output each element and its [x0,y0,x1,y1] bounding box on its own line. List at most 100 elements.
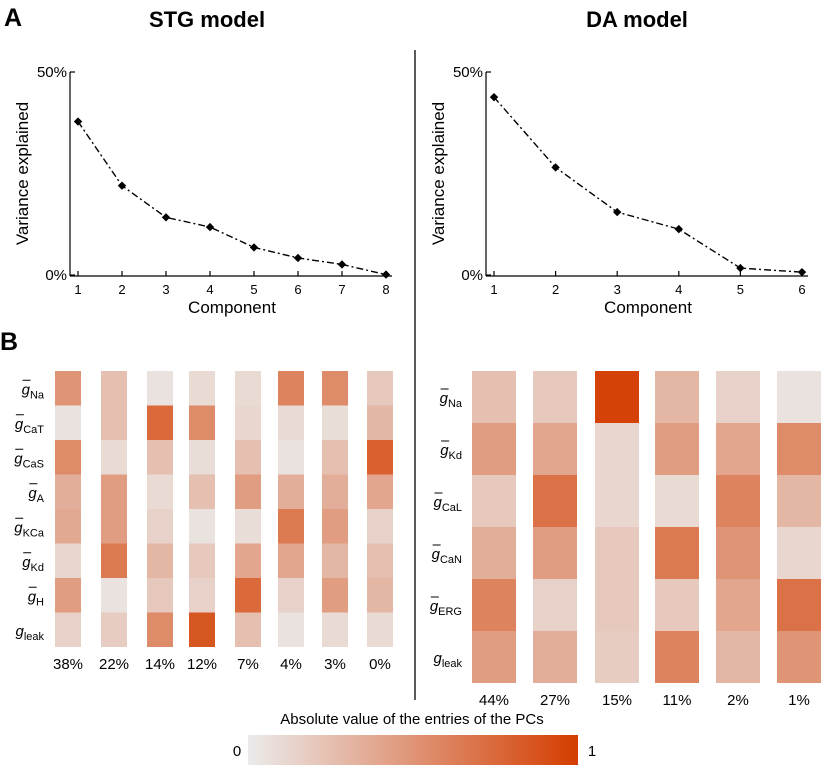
heatmap-cell [55,509,81,544]
colorbar-min-label: 0 [233,743,241,760]
heatmap-cell [147,543,173,578]
heatmap-cell [655,371,699,423]
stg-variance-chart: 50% 0% 1 2 3 4 5 6 7 8 Component Variance explained [13,64,392,317]
colorbar-max-label: 1 [588,743,596,760]
column-label: 3% [324,656,346,673]
heatmap-cell [367,612,393,647]
row-label: gA [28,485,44,505]
heatmap-cell [147,405,173,440]
x-tick-label: 3 [614,282,621,297]
heatmap-cell [655,423,699,475]
da-variance-chart: 50% 0% 1 2 3 4 5 6 Component Variance explained [429,64,808,317]
heatmap-cell [147,578,173,613]
heatmap-cell [472,631,516,683]
heatmap-cell [189,371,215,406]
heatmap-cell [595,475,639,527]
data-point [613,207,622,217]
heatmap-cell [189,509,215,544]
x-tick-label: 6 [798,282,805,297]
heatmap-cell [777,579,821,631]
heatmap-cell [55,474,81,509]
heatmap-cell [655,631,699,683]
column-label: 22% [99,656,129,673]
heatmap-cell [235,509,261,544]
heatmap-cell [595,423,639,475]
heatmap-cell [101,543,127,578]
x-tick-label: 8 [382,282,389,297]
data-point [337,260,347,269]
heatmap-cell [278,371,304,406]
heatmap-cell [235,612,261,647]
heatmap-cell [595,631,639,683]
column-label: 44% [479,692,509,709]
heatmap-cell [235,578,261,613]
heatmap-cell [101,612,127,647]
heatmap-cell [278,509,304,544]
heatmap-cell [716,579,760,631]
row-label: gleak [433,650,462,670]
data-point [551,163,560,172]
heatmap-cell [595,371,639,423]
heatmap-cell [472,371,516,423]
heatmap-cell [367,474,393,509]
heatmap-cell [777,371,821,423]
heatmap-cell [189,612,215,647]
x-tick-label: 4 [206,282,213,297]
data-point [736,263,745,273]
data-point [674,224,683,234]
data-point [73,117,83,126]
heatmap-cell [147,474,173,509]
heatmap-cell [101,405,127,440]
heatmap-cell [55,371,81,406]
column-label: 11% [663,692,692,709]
column-label: 1% [788,692,810,709]
heatmap-cell [777,631,821,683]
row-label: gCaS [14,450,44,470]
y-axis-label: Variance explained [429,102,448,245]
heatmap-cell [716,527,760,579]
stg-pc-heatmap: gNa gCaT gCaS gA gKCa gKd gH gleak 38% 22% 14% 12% 7… [14,371,393,673]
heatmap-cell [322,578,348,613]
heatmap-cell [189,405,215,440]
heatmap-cell [278,578,304,613]
series-line [77,121,387,276]
y-axis-label: Variance explained [13,102,32,245]
heatmap-cell [655,527,699,579]
x-tick-label: 2 [118,282,125,297]
x-tick-label: 5 [250,282,257,297]
column-label: 12% [187,656,217,673]
heatmap-cell [322,405,348,440]
stg-chart-title: STG model [149,7,265,32]
panel-b-letter: B [0,328,18,356]
heatmap-cell [716,423,760,475]
heatmap-cell [472,527,516,579]
column-label: 4% [280,656,302,673]
heatmap-cell [278,612,304,647]
y-tick-label: 0% [461,267,483,284]
heatmap-cell [367,578,393,613]
heatmap-cell [55,440,81,475]
column-label: 7% [237,656,259,673]
x-tick-label: 6 [294,282,301,297]
column-label: 27% [540,692,570,709]
heatmap-cell [235,405,261,440]
heatmap-cell [595,579,639,631]
heatmap-cell [278,474,304,509]
x-tick-label: 1 [490,282,497,297]
column-label: 2% [727,692,749,709]
x-tick-label: 7 [338,282,345,297]
heatmap-cell [147,612,173,647]
data-point [249,243,259,252]
row-label: gNa [440,390,463,410]
heatmap-cell [101,371,127,406]
panel-a-letter: A [4,4,22,32]
heatmap-cell [533,371,577,423]
heatmap-cell [147,371,173,406]
y-tick-label: 50% [37,64,67,81]
heatmap-cell [55,612,81,647]
heatmap-cell [472,475,516,527]
heatmap-cell [655,475,699,527]
data-point [381,270,391,279]
column-label: 15% [602,692,632,709]
heatmap-cell [235,543,261,578]
